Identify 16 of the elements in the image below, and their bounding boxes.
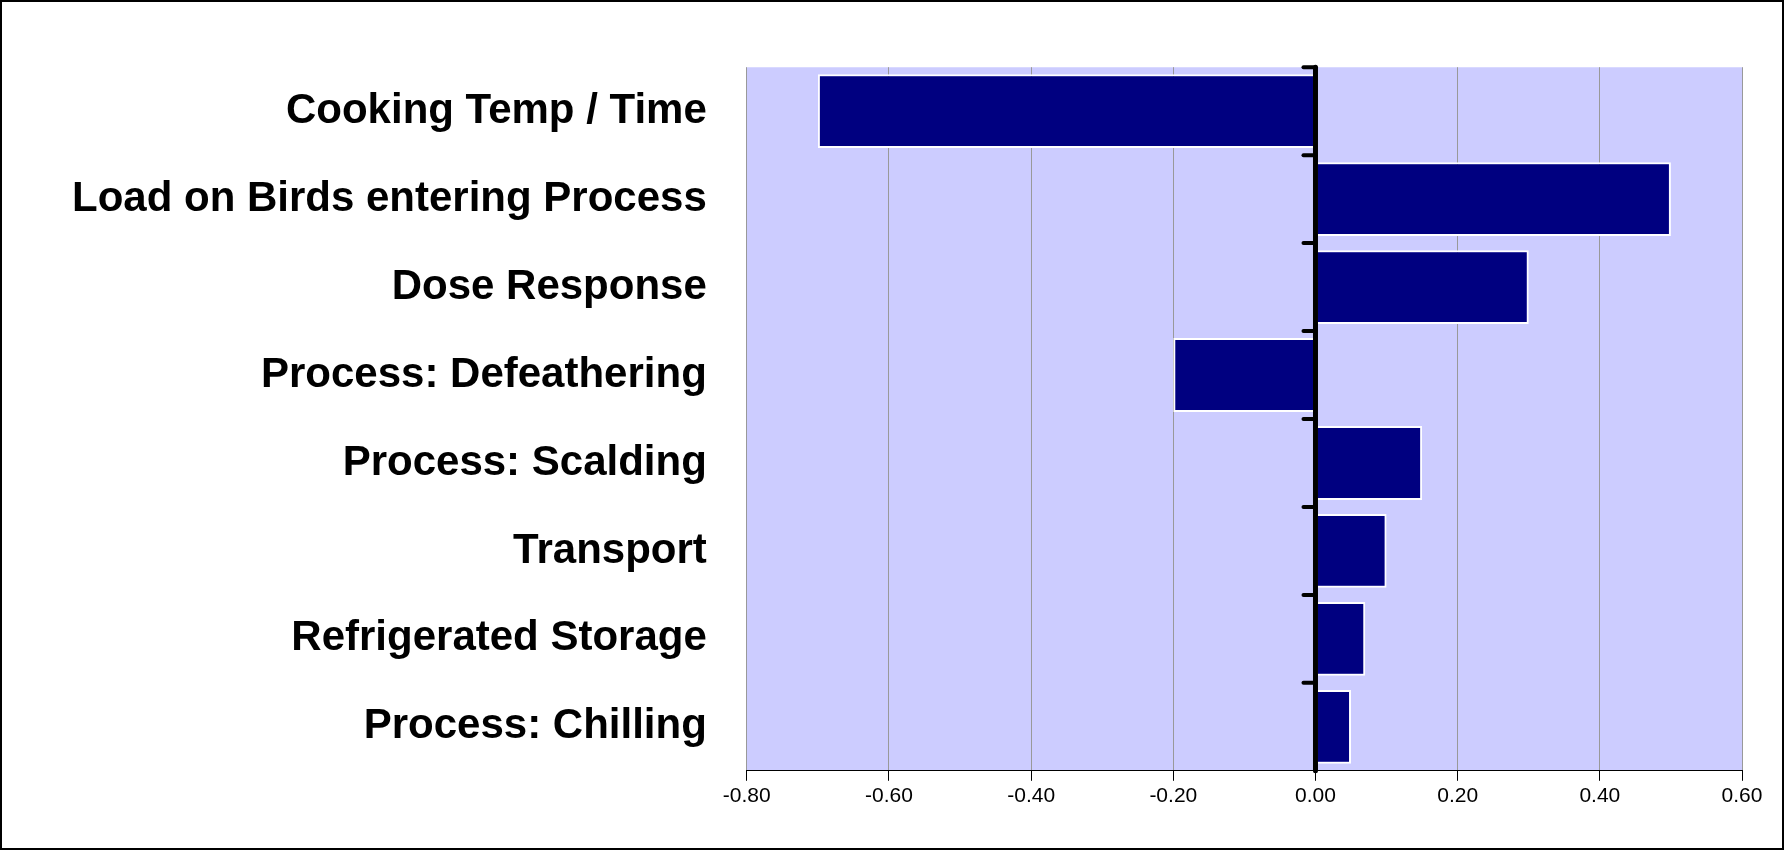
x-tick-label: -0.60 [865, 783, 913, 807]
y-tick-label: Process: Scalding [342, 436, 707, 484]
y-tick-label: Transport [513, 524, 707, 572]
y-tick-label: Dose Response [391, 260, 707, 308]
y-tick-label: Process: Chilling [363, 700, 707, 748]
y-tick-label: Load on Birds entering Process [71, 172, 707, 220]
y-tick-label: Refrigerated Storage [291, 612, 707, 660]
x-tick-label: -0.80 [722, 783, 771, 807]
x-tick-label: -0.40 [1007, 783, 1056, 807]
x-tick-label: 0.20 [1437, 783, 1479, 807]
x-tick-label: 0.40 [1579, 783, 1621, 807]
y-tick-label: Cooking Temp / Time [285, 84, 707, 132]
x-tick-label: 0.60 [1721, 783, 1763, 807]
y-tick-label: Process: Defeathering [260, 348, 707, 396]
x-tick-label: 0.00 [1295, 783, 1336, 807]
x-tick-label: -0.20 [1149, 783, 1198, 807]
